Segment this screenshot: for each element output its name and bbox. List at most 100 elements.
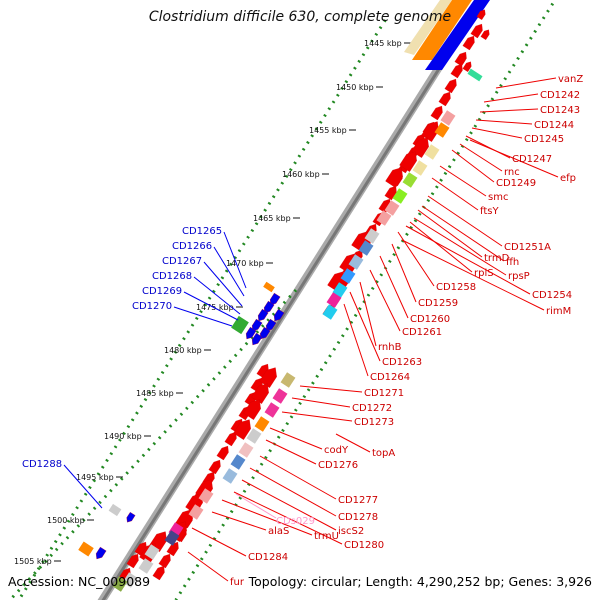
kbp-tick-label: 1500 kbp — [47, 516, 85, 525]
gene-label: ffh — [506, 257, 519, 268]
feature-box — [164, 530, 180, 546]
gene-label-leader — [451, 149, 495, 183]
gene-label: CD1264 — [370, 372, 410, 383]
feature-box-orange — [263, 281, 275, 293]
forward-gene-arrow — [456, 55, 466, 67]
forward-gene-arrow — [438, 91, 451, 107]
forward-gene-arrow — [444, 78, 457, 94]
gene-label: CD1245 — [524, 134, 564, 145]
map-title: Clostridium difficile 630, complete geno… — [148, 9, 452, 25]
gene-label-leader — [421, 205, 505, 262]
gene-label-leader — [211, 511, 267, 531]
backbone-ring — [101, 0, 485, 600]
forward-gene-arrow — [430, 105, 443, 121]
feature-box-teal — [467, 68, 483, 82]
feature-box — [392, 188, 408, 204]
forward-gene-arrow — [224, 431, 237, 447]
feature-box — [272, 388, 288, 404]
feature-box — [402, 172, 418, 188]
reverse-gene-arrow — [273, 308, 285, 322]
reverse-gene-arrow — [257, 308, 269, 322]
map-footer: Accession: NC_009089 Topology: circular;… — [8, 574, 592, 590]
kbp-tick-label: 1445 kbp — [364, 39, 402, 48]
gene-label-leader — [265, 439, 317, 465]
gene-label: CD1284 — [248, 552, 288, 563]
feature-box — [112, 576, 128, 592]
feature-box — [144, 544, 160, 560]
gene-label: vanZ — [558, 74, 583, 85]
gene-label-leader — [475, 119, 533, 125]
gene-label-leader — [281, 411, 353, 422]
forward-gene-arrow — [480, 29, 490, 41]
gene-label: trmD — [484, 253, 510, 264]
gene-label-leader — [369, 269, 401, 332]
gene-label: rpsP — [508, 271, 530, 282]
gene-label-leader — [391, 243, 417, 303]
gene-label-leader — [259, 455, 337, 500]
gene-label-leader — [409, 221, 473, 273]
reverse-gene-arrow — [126, 511, 136, 523]
gene-label: ftsY — [480, 206, 499, 217]
gene-label: topA — [372, 448, 395, 459]
feature-box — [198, 488, 214, 504]
forward-gene-arrow — [384, 185, 397, 201]
gene-label-leader — [269, 427, 323, 450]
feature-box — [264, 402, 280, 418]
reverse-gene-arrow — [259, 326, 271, 340]
gene-label-leader — [431, 177, 479, 211]
gene-label: CD1259 — [418, 298, 458, 309]
gene-label-leader — [379, 255, 409, 319]
gene-label-leader — [465, 135, 511, 159]
gene-label: iscS2 — [338, 526, 364, 537]
gene-label-leader-blue — [203, 261, 243, 307]
gene-label-leader — [469, 139, 559, 178]
kbp-tick-label: 1465 kbp — [253, 214, 291, 223]
gene-label: CD1261 — [402, 327, 442, 338]
kbp-tick-label: 1470 kbp — [226, 259, 264, 268]
gene-label: alaS — [268, 526, 289, 537]
gene-label: CD1263 — [382, 357, 422, 368]
kbp-tick-label: 1480 kbp — [164, 346, 202, 355]
kbp-tick-label: 1490 kbp — [104, 432, 142, 441]
forward-gene-arrow — [476, 9, 486, 21]
gene-label-leader — [483, 93, 539, 103]
feature-box-gray — [108, 503, 122, 517]
gene-label-leader — [241, 479, 337, 531]
feature-box — [222, 468, 238, 484]
gene-label-leader-blue — [183, 291, 239, 321]
gene-label: trmU — [314, 531, 339, 542]
forward-gene-arrow — [166, 541, 179, 557]
gene-label-blue: CD1270 — [132, 301, 172, 312]
gene-label: CD1272 — [352, 403, 392, 414]
gene-label-leader — [349, 291, 381, 362]
gene-label-leader-blue — [173, 306, 233, 327]
gene-label-leader — [427, 195, 503, 247]
feature-box — [280, 372, 296, 388]
gene-label-leader-blue — [193, 276, 241, 315]
gene-label: fur — [230, 577, 245, 588]
gene-label-blue: CD1288 — [22, 459, 62, 470]
gene-label: codY — [324, 445, 349, 456]
gene-label: CD1278 — [338, 512, 378, 523]
feature-block-pale — [404, 0, 452, 55]
feature-box — [332, 282, 348, 298]
gene-label: efp — [560, 173, 576, 184]
kbp-tick-label: 1455 kbp — [309, 126, 347, 135]
gene-label-leader — [191, 527, 247, 557]
feature-block-blue — [425, 0, 490, 70]
gene-label-leader — [439, 165, 487, 197]
accession-text: Accession: NC_009089 — [8, 574, 151, 589]
gene-label-blue: CD1269 — [142, 286, 182, 297]
gene-label-leader — [401, 239, 545, 311]
forward-gene-arrow-large — [399, 151, 417, 172]
gene-label: CD1277 — [338, 495, 378, 506]
kbp-tick-label: 1485 kbp — [136, 389, 174, 398]
outer-dotted-ring — [174, 0, 557, 600]
feature-box-orange — [78, 541, 94, 557]
gene-label: CD1243 — [540, 105, 580, 116]
kbp-tick-label: 1505 kbp — [14, 557, 52, 566]
gene-label: CD1251A — [504, 242, 551, 253]
gene-label: rnhB — [378, 342, 402, 353]
feature-box — [230, 454, 246, 470]
